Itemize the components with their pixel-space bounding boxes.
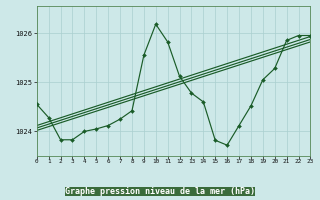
Text: Graphe pression niveau de la mer (hPa): Graphe pression niveau de la mer (hPa) [65,186,255,196]
